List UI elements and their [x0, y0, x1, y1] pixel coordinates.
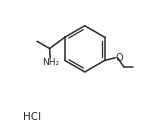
Text: HCl: HCl	[23, 112, 41, 122]
Text: O: O	[116, 53, 124, 63]
Text: NH₂: NH₂	[42, 58, 59, 67]
